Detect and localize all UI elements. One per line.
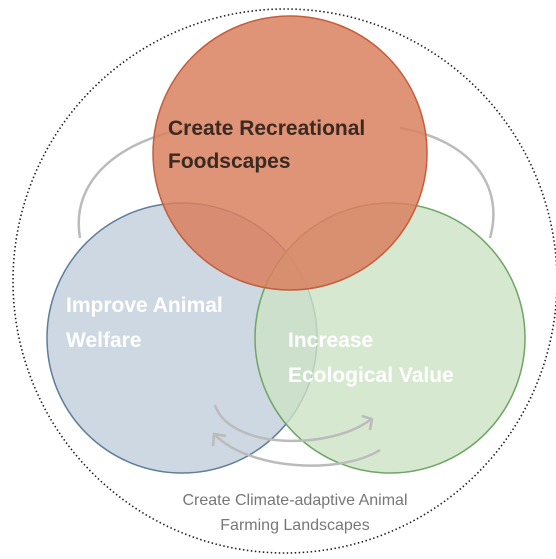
node-label: Create Recreational (168, 117, 365, 140)
node-label: Improve Animal (66, 294, 223, 317)
node-label: Ecological Value (288, 364, 454, 387)
outer-label: Farming Landscapes (220, 517, 369, 534)
node-circle (152, 15, 428, 291)
cycle-arc (213, 404, 371, 443)
arrow-head (361, 414, 374, 431)
node-label: Foodscapes (168, 150, 291, 173)
arrow-head (211, 432, 227, 447)
cycle-arc (214, 434, 381, 467)
node-label: Increase (288, 329, 373, 352)
outer-label: Create Climate-adaptive Animal (183, 492, 408, 509)
outer-circle (12, 8, 556, 554)
node-label: Welfare (66, 329, 141, 352)
